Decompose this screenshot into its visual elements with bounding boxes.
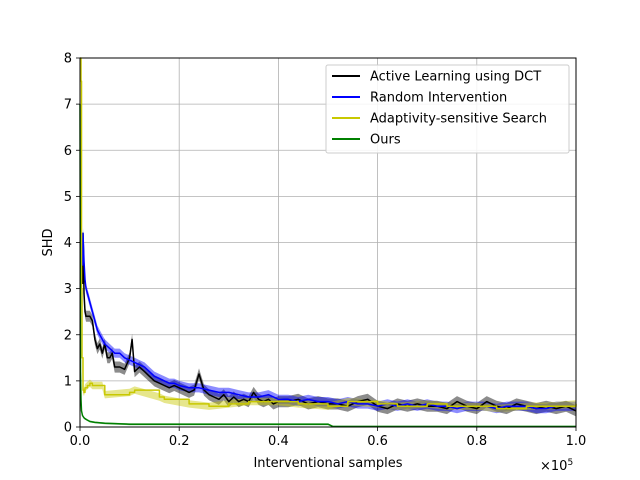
y-tick-label: 2 bbox=[64, 328, 72, 343]
y-tick-label: 7 bbox=[64, 98, 72, 113]
y-tick-label: 8 bbox=[64, 52, 72, 67]
legend-entry: Ours bbox=[370, 133, 401, 148]
y-tick-label: 3 bbox=[64, 282, 72, 297]
legend-box bbox=[325, 64, 570, 154]
y-tick-label: 1 bbox=[64, 374, 72, 389]
y-tick-label: 6 bbox=[64, 144, 72, 159]
x-tick-label: 0.8 bbox=[466, 434, 487, 449]
x-multiplier-exponent: 5 bbox=[567, 458, 573, 468]
y-axis-label: SHD bbox=[41, 228, 56, 256]
x-ticks: 0.0 0.2 0.4 0.6 0.8 1.0 bbox=[70, 427, 587, 449]
x-tick-label: 0.0 bbox=[70, 434, 91, 449]
series-line bbox=[81, 232, 577, 412]
x-offset-label: ×105 bbox=[540, 458, 573, 474]
x-axis-label: Interventional samples bbox=[253, 456, 402, 471]
series-line bbox=[80, 57, 577, 410]
y-ticks: 0 1 2 3 4 5 6 7 8 bbox=[64, 52, 80, 436]
x-multiplier-base: ×10 bbox=[540, 459, 567, 474]
svg-text:×105: ×105 bbox=[540, 458, 573, 474]
legend-entry: Adaptivity-sensitive Search bbox=[370, 112, 547, 127]
legend: Active Learning using DCT Random Interven… bbox=[325, 64, 570, 154]
x-tick-label: 0.2 bbox=[169, 434, 190, 449]
x-tick-label: 1.0 bbox=[566, 434, 587, 449]
x-tick-label: 0.4 bbox=[268, 434, 289, 449]
y-tick-label: 5 bbox=[64, 190, 72, 205]
y-tick-label: 4 bbox=[64, 236, 72, 251]
legend-entry: Active Learning using DCT bbox=[370, 70, 541, 85]
legend-entry: Random Intervention bbox=[370, 91, 507, 106]
series-band bbox=[82, 227, 576, 417]
x-tick-label: 0.6 bbox=[367, 434, 388, 449]
y-tick-label: 0 bbox=[64, 421, 72, 436]
